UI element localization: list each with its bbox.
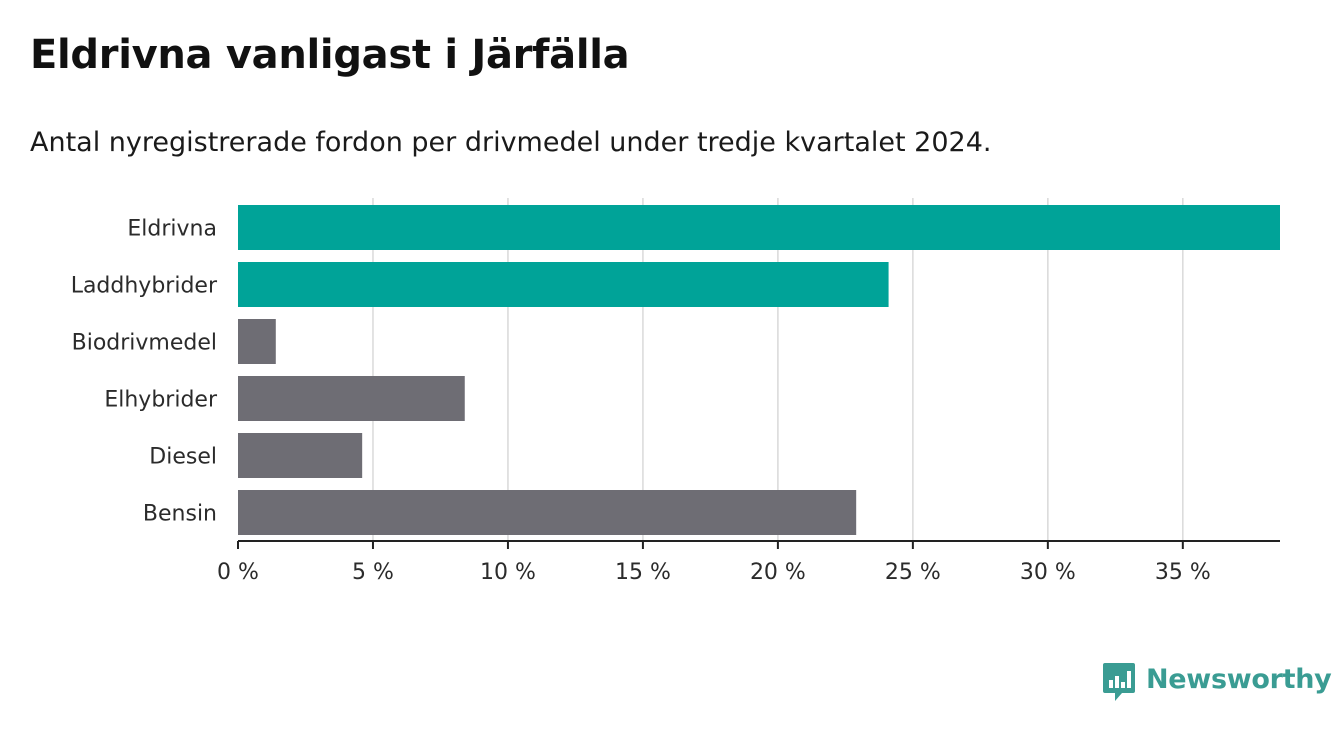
chart-title: Eldrivna vanligast i Järfälla: [30, 32, 630, 78]
newsworthy-logo-text: Newsworthy: [1146, 663, 1332, 695]
x-tick-label-1: 5 %: [352, 560, 394, 585]
category-label-bensin: Bensin: [143, 502, 217, 527]
category-labels: Eldrivna Laddhybrider Biodrivmedel Elhybrid…: [71, 217, 218, 527]
bar-biodrivmedel: [238, 319, 276, 364]
x-tick-label-6: 30 %: [1020, 560, 1076, 585]
category-label-eldrivna: Eldrivna: [127, 217, 217, 242]
category-label-laddhybrider: Laddhybrider: [71, 274, 218, 299]
gridlines: [372, 198, 1184, 541]
bar-elhybrider: [238, 376, 465, 421]
x-tick-label-5: 25 %: [885, 560, 941, 585]
x-tick-label-3: 15 %: [615, 560, 671, 585]
x-tick-label-2: 10 %: [480, 560, 536, 585]
x-tick-label-0: 0 %: [217, 560, 259, 585]
bar-diesel: [238, 433, 363, 478]
bar-laddhybrider: [238, 262, 889, 307]
bar-bensin: [238, 490, 857, 535]
newsworthy-logo: Newsworthy: [1102, 662, 1332, 702]
bars: [238, 205, 1280, 535]
chart-subtitle: Antal nyregistrerade fordon per drivmede…: [30, 127, 992, 158]
x-axis: 0 % 5 % 10 % 15 % 20 % 25 % 30 % 35 %: [217, 540, 1280, 585]
x-tick-label-4: 20 %: [750, 560, 806, 585]
category-label-elhybrider: Elhybrider: [104, 388, 218, 413]
category-label-biodrivmedel: Biodrivmedel: [72, 331, 217, 356]
bar-eldrivna: [238, 205, 1280, 250]
x-tick-label-7: 35 %: [1155, 560, 1211, 585]
newsworthy-logo-icon: [1103, 663, 1135, 701]
category-label-diesel: Diesel: [149, 445, 217, 470]
